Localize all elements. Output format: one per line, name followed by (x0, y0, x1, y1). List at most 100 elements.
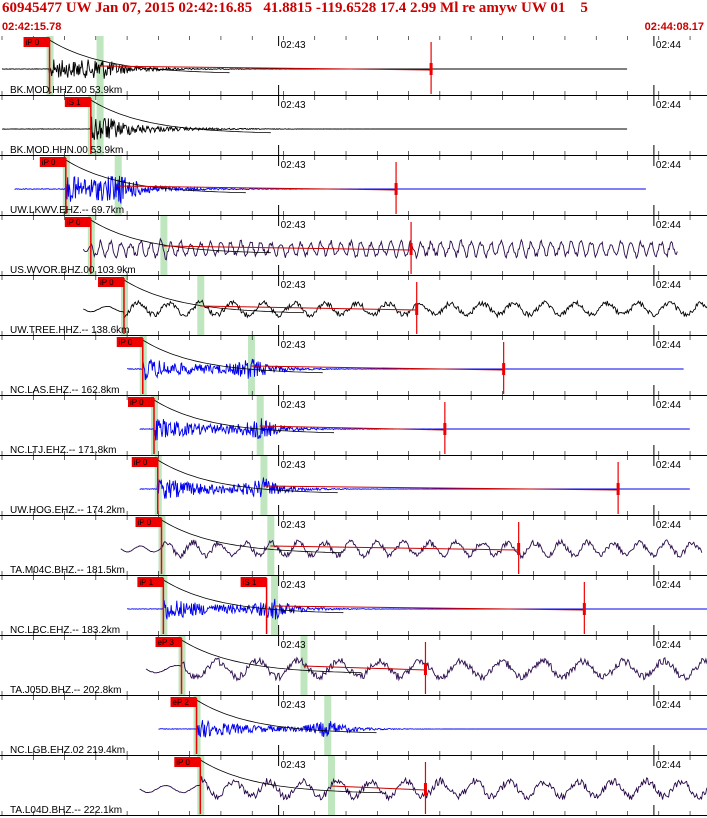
travel-curve (200, 759, 381, 794)
pick-label: iP 1 (139, 578, 153, 587)
coda-line (263, 485, 619, 491)
trace-panel: 02:43 02:44 iP 0 UW.TREE.HHZ.-- 138.6km (0, 276, 707, 336)
waveform (139, 776, 707, 802)
pick-label-box (23, 37, 50, 47)
trace-panel: 02:43 02:44 iP 0 NC.LTJ.EHZ.-- 171.8km (0, 396, 707, 456)
trace-panel: 02:43 02:44 iP 1 NC.LBC.EHZ.-- 183.2km (0, 576, 707, 636)
travel-curve (157, 459, 338, 494)
station-label: NC.LBC.EHZ.-- 183.2km (10, 625, 120, 636)
coda-line (200, 305, 417, 311)
travel-curve (163, 579, 344, 614)
travel-curve (65, 159, 246, 194)
tick-label: 02:43 (281, 340, 306, 351)
station-label: NC.LGB.EHZ.02 219.4km (10, 745, 125, 756)
station-label: BK.MOD.HHZ.00 53.9km (10, 85, 122, 96)
coda-line (117, 185, 397, 191)
pick-label: iS 1 (243, 578, 257, 587)
tick-label: 02:43 (281, 580, 306, 591)
station-label: NC.LAS.EHZ.-- 162.8km (10, 385, 119, 396)
pick-label: iP 0 (138, 518, 152, 527)
time-end: 02:44:08.17 (644, 21, 704, 33)
coda-line (259, 425, 445, 431)
trace-panel: 02:43 02:44 iP 0 UW.HOG.EHZ.-- 174.2km (0, 456, 707, 516)
tick-label: 02:44 (656, 700, 681, 711)
pick-label: eP 3 (158, 638, 175, 647)
station-label: UW.LKWV.EHZ.-- 69.7km (10, 205, 124, 216)
tick-label: 02:44 (656, 100, 681, 111)
waveform (1, 116, 628, 140)
coda-line (274, 605, 585, 611)
tick-label: 02:44 (656, 460, 681, 471)
pick-label-box (64, 217, 91, 227)
waveform (139, 477, 690, 499)
tick-label: 02:43 (281, 760, 306, 771)
station-label: BK.MOD.HHN.00 53.9km (10, 145, 123, 156)
tick-label: 02:44 (656, 760, 681, 771)
station-label: UW.TREE.HHZ.-- 138.6km (10, 325, 129, 336)
time-start: 02:42:15.78 (2, 21, 62, 33)
trace-panel: 02:43 02:44 iP 0 TA.M04C.BHZ.-- 181.5km (0, 516, 707, 576)
pick-label-box (240, 577, 267, 587)
tick-label: 02:44 (656, 580, 681, 591)
waveform (126, 598, 707, 620)
coda-line (270, 545, 519, 551)
trace-panel: 02:43 02:44 eP 2 NC.LGB.EHZ.02 219.4km (0, 696, 707, 756)
waveform (14, 175, 646, 204)
pick-label: iP 0 (176, 758, 190, 767)
waveform (1, 59, 628, 79)
tick-label: 02:44 (656, 400, 681, 411)
travel-curve (123, 279, 305, 314)
pick-label: iS 1 (67, 98, 81, 107)
coda-end-blob (415, 303, 419, 315)
coda-line (163, 245, 412, 251)
waveform (120, 538, 703, 560)
trace-panel: 02:43 02:44 iP 0 US.WVOR.BHZ.00 103.9km (0, 216, 707, 276)
tick-label: 02:43 (281, 280, 306, 291)
header: 60945477 UW Jan 07, 2015 02:42:16.85 41.… (0, 0, 707, 36)
station-label: TA.J05D.BHZ.-- 202.8km (10, 685, 122, 696)
coda-end-blob (582, 603, 586, 615)
coda-end-blob (502, 363, 506, 375)
travel-curve (90, 219, 271, 254)
pick-label-box (135, 517, 162, 527)
coda-line (99, 65, 432, 71)
coda-end-blob (423, 663, 427, 675)
pick-label-box (131, 457, 158, 467)
pick-window (256, 396, 264, 455)
pick-label: iP 0 (26, 38, 40, 47)
waveform (158, 719, 707, 738)
travel-curve (49, 39, 230, 74)
event-title: 60945477 UW Jan 07, 2015 02:42:16.85 41.… (2, 0, 588, 16)
pick-label-box (39, 157, 66, 167)
pick-label-box (64, 97, 91, 107)
station-label: TA.M04C.BHZ.-- 181.5km (10, 565, 125, 576)
pick-label-box (137, 577, 164, 587)
trace-panel: 02:43 02:44 iP 0 BK.MOD.HHZ.00 53.9km (0, 36, 707, 96)
coda-end-blob (409, 243, 413, 255)
station-label: US.WVOR.BHZ.00 103.9km (10, 265, 136, 276)
coda-end-blob (616, 483, 620, 495)
pick-label: iP 0 (100, 278, 114, 287)
travel-curve (181, 639, 362, 674)
waveform (83, 299, 707, 319)
pick-label-box (174, 757, 201, 767)
tick-label: 02:44 (656, 340, 681, 351)
pick-label-box (127, 397, 154, 407)
tick-label: 02:44 (656, 520, 681, 531)
pick-window (324, 696, 332, 755)
pick-window (267, 516, 275, 575)
tick-label: 02:43 (281, 520, 306, 531)
tick-label: 02:43 (281, 640, 306, 651)
tick-label: 02:44 (656, 160, 681, 171)
pick-label: iP 0 (42, 158, 56, 167)
coda-end-blob (394, 183, 398, 195)
pick-window (160, 216, 168, 275)
coda-end-blob (423, 783, 427, 795)
travel-curve (153, 399, 335, 434)
pick-label: iP 0 (67, 218, 81, 227)
trace-panel: 02:43 02:44 eP 3 TA.J05D.BHZ.-- 202.8km (0, 636, 707, 696)
tick-label: 02:43 (281, 40, 306, 51)
travel-curve (196, 699, 377, 734)
coda-end-blob (443, 423, 447, 435)
